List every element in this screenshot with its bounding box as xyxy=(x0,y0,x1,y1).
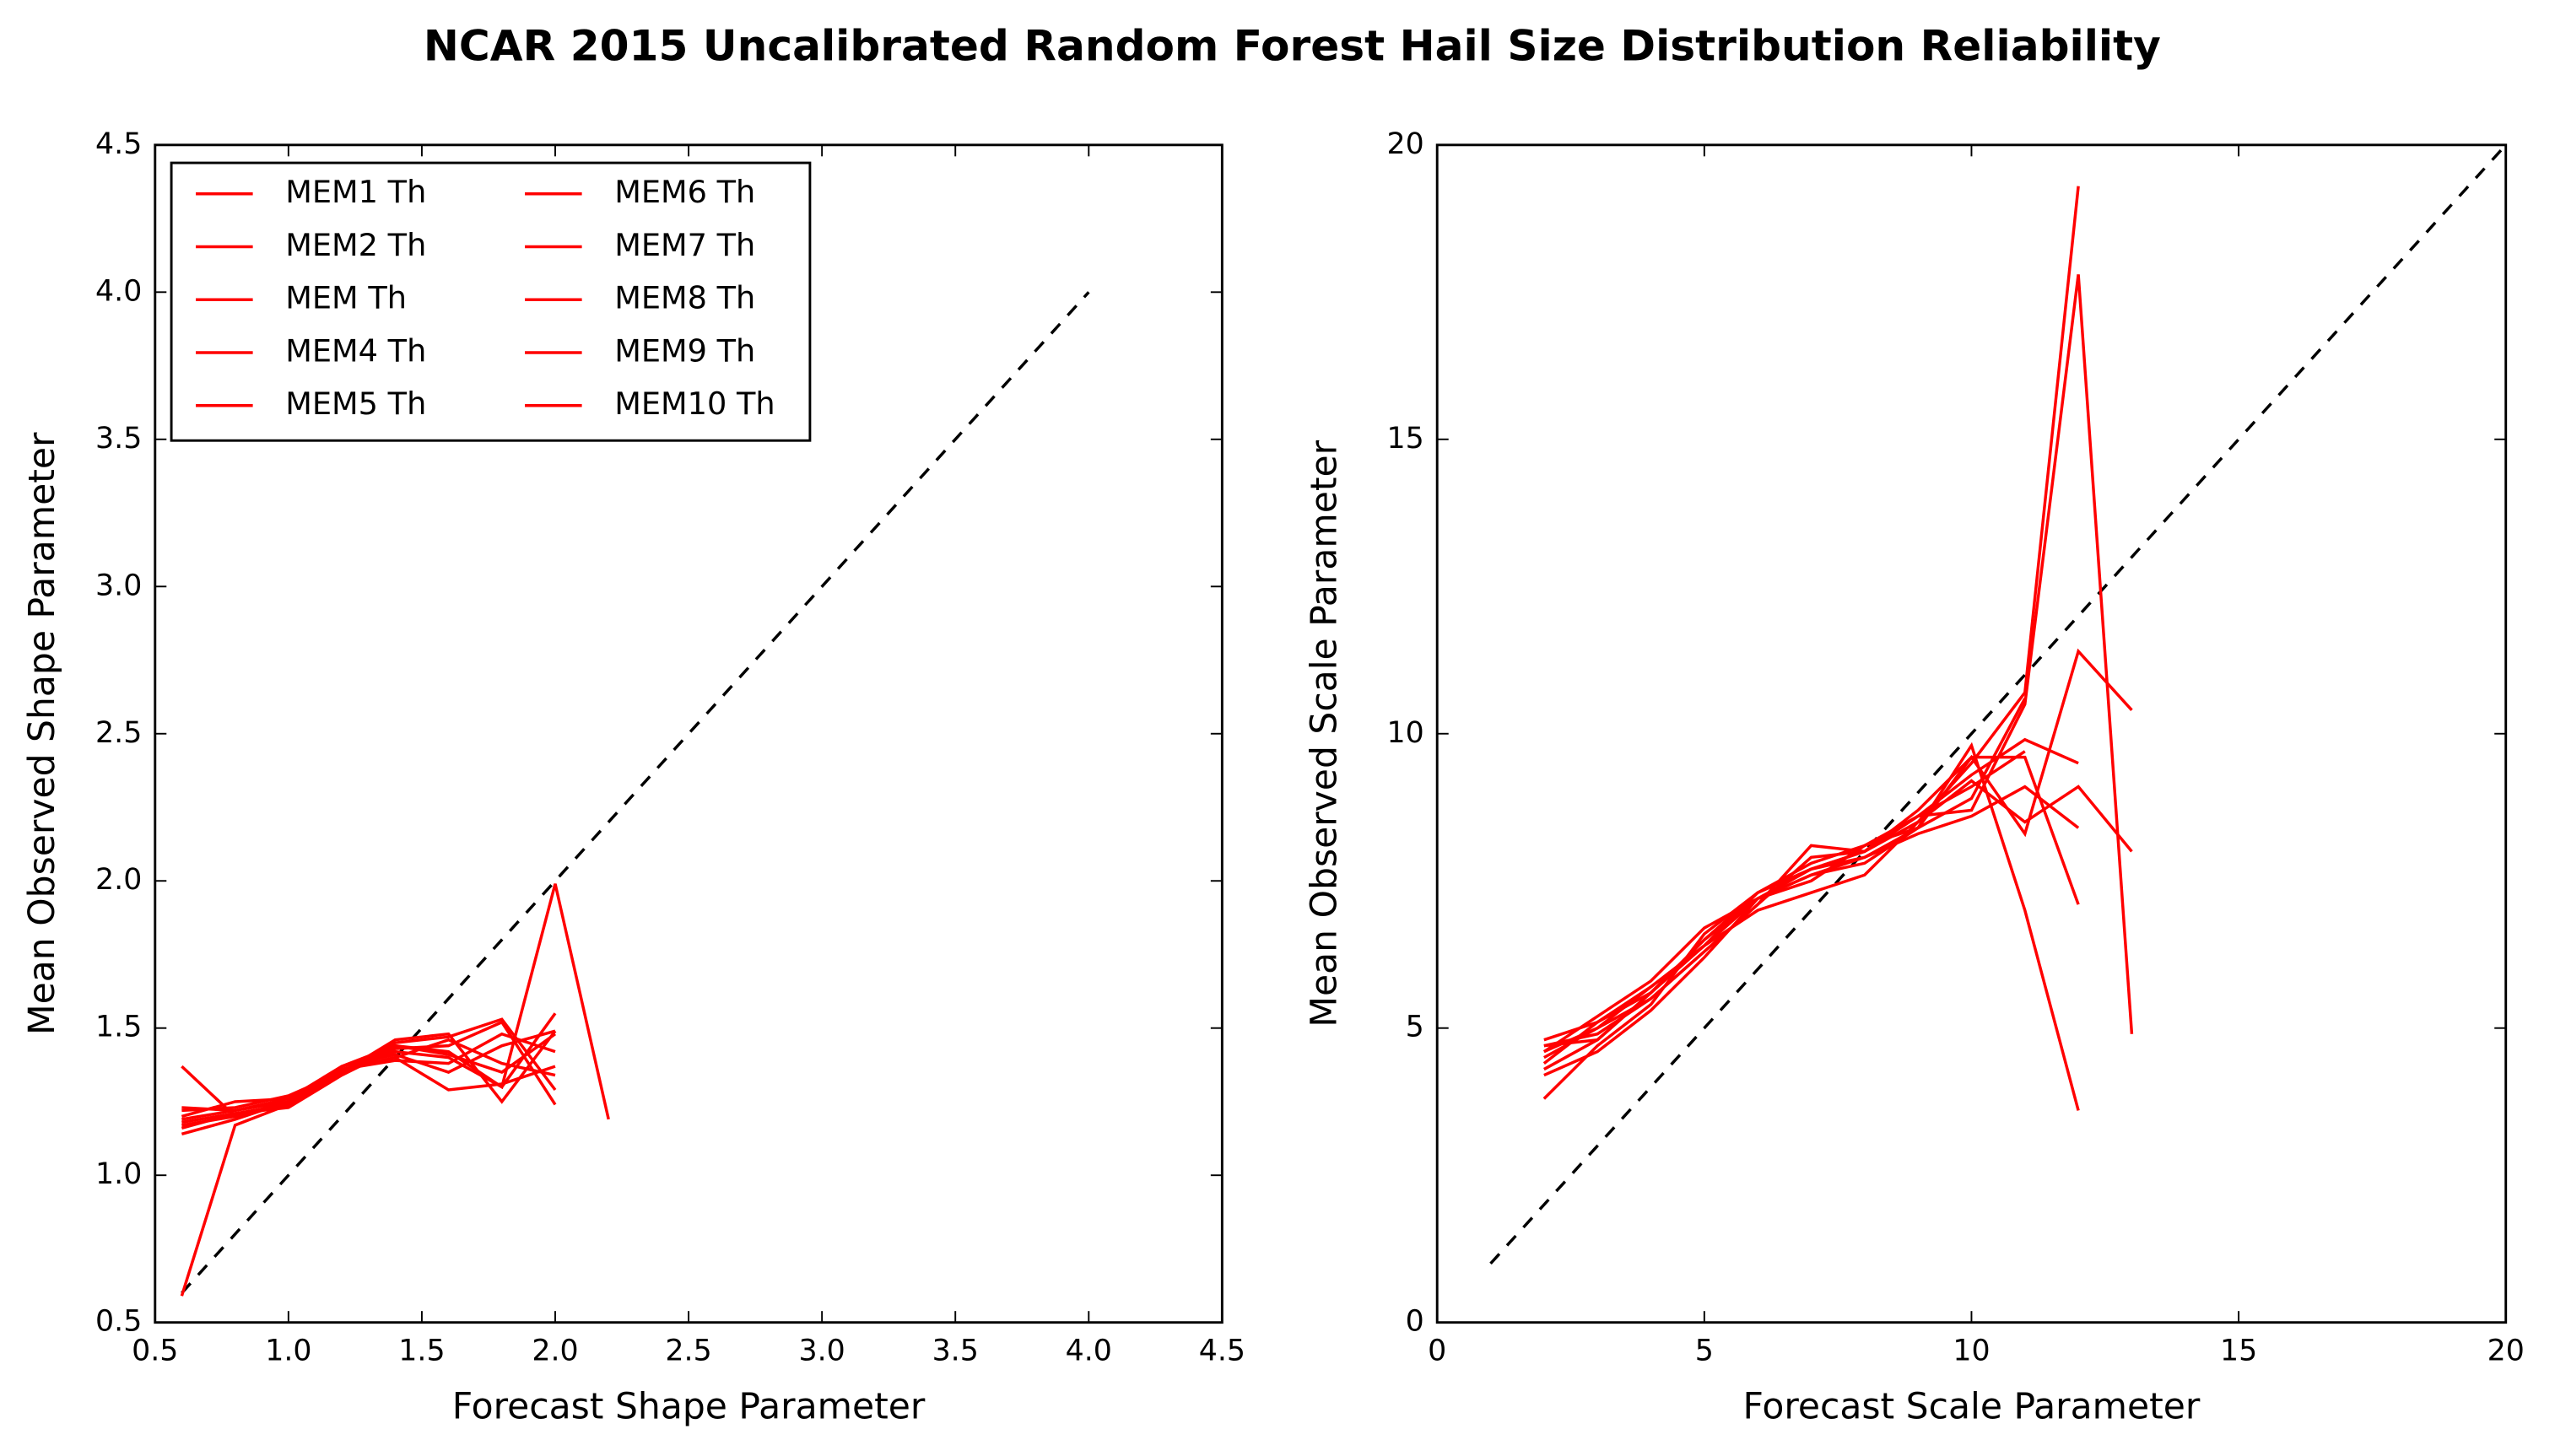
x-tick-label: 15 xyxy=(2220,1334,2257,1367)
series-line xyxy=(1543,755,2080,1048)
x-tick-label: 4.0 xyxy=(1066,1334,1112,1367)
x-axis-label: Forecast Shape Parameter xyxy=(452,1387,926,1428)
y-tick-label: 5 xyxy=(1406,1011,1424,1044)
legend-label: MEM7 Th xyxy=(614,227,755,263)
x-axis-label: Forecast Scale Parameter xyxy=(1742,1387,2200,1428)
y-tick-label: 2.5 xyxy=(95,716,142,750)
reference-line xyxy=(1489,143,2507,1265)
series-line xyxy=(1542,779,2133,1065)
series-line xyxy=(181,1029,556,1136)
x-tick-label: 20 xyxy=(2487,1334,2525,1367)
series-line xyxy=(1543,741,2080,1111)
y-axis-label: Mean Observed Scale Parameter xyxy=(1304,439,1345,1027)
x-tick-label: 1.0 xyxy=(265,1334,311,1367)
legend-label: MEM6 Th xyxy=(614,174,755,210)
x-tick-label: 3.5 xyxy=(932,1334,979,1367)
x-tick-label: 5 xyxy=(1695,1334,1714,1367)
x-tick-label: 0 xyxy=(1428,1334,1446,1367)
x-tick-label: 3.0 xyxy=(799,1334,845,1367)
series-line xyxy=(180,883,610,1297)
y-axis-label: Mean Observed Shape Parameter xyxy=(22,432,63,1035)
legend-label: MEM Th xyxy=(285,280,407,316)
series-line xyxy=(1543,750,2026,1054)
series-line xyxy=(181,1033,557,1121)
legend-label: MEM9 Th xyxy=(614,332,755,369)
figure-title: NCAR 2015 Uncalibrated Random Forest Hai… xyxy=(424,20,2161,70)
x-tick-label: 2.0 xyxy=(532,1334,578,1367)
x-tick-label: 2.5 xyxy=(665,1334,711,1367)
y-tick-label: 15 xyxy=(1387,422,1424,456)
x-tick-label: 1.5 xyxy=(398,1334,445,1367)
y-tick-label: 3.0 xyxy=(95,569,142,602)
x-tick-label: 10 xyxy=(1953,1334,1990,1367)
y-tick-label: 10 xyxy=(1387,716,1424,750)
legend-label: MEM4 Th xyxy=(285,332,426,369)
legend-label: MEM8 Th xyxy=(614,280,755,316)
x-tick-label: 0.5 xyxy=(132,1334,178,1367)
legend-label: MEM10 Th xyxy=(614,386,775,422)
y-tick-label: 20 xyxy=(1387,127,1424,161)
y-tick-label: 0.5 xyxy=(95,1305,142,1339)
y-tick-label: 3.5 xyxy=(95,422,142,456)
x-tick-label: 4.5 xyxy=(1199,1334,1245,1367)
legend-label: MEM2 Th xyxy=(285,227,426,263)
y-tick-label: 1.0 xyxy=(95,1157,142,1191)
series-line xyxy=(181,1038,556,1127)
y-tick-label: 4.0 xyxy=(95,274,142,308)
reference-line xyxy=(181,291,1090,1294)
legend-label: MEM5 Th xyxy=(285,386,426,422)
legend-label: MEM1 Th xyxy=(285,174,426,210)
series-line xyxy=(1543,698,2027,1071)
legend-box xyxy=(170,161,812,442)
y-tick-label: 1.5 xyxy=(95,1011,142,1044)
y-tick-label: 2.0 xyxy=(95,863,142,897)
y-tick-label: 0 xyxy=(1406,1305,1424,1339)
y-tick-label: 4.5 xyxy=(95,127,142,161)
